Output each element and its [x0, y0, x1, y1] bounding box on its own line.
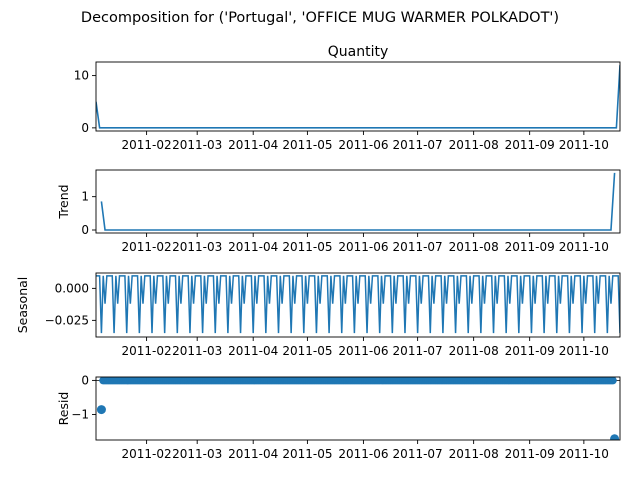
- x-tick-label: 2011-04: [228, 447, 278, 461]
- resid-outlier-point: [96, 405, 106, 415]
- x-tick-label: 2011-03: [172, 138, 222, 152]
- x-tick-label: 2011-08: [449, 240, 499, 254]
- x-tick-label: 2011-06: [338, 138, 388, 152]
- x-tick-label: 2011-02: [122, 240, 172, 254]
- x-tick-label: 2011-03: [172, 344, 222, 358]
- x-tick-label: 2011-08: [449, 138, 499, 152]
- x-tick-label: 2011-10: [559, 138, 609, 152]
- x-tick-label: 2011-06: [338, 240, 388, 254]
- series-line: [96, 65, 620, 129]
- x-tick-label: 2011-10: [559, 240, 609, 254]
- x-tick-label: 2011-10: [559, 447, 609, 461]
- plot-area: [100, 172, 616, 231]
- y-axis-label: Trend: [56, 184, 71, 219]
- x-tick-label: 2011-09: [505, 447, 555, 461]
- y-tick-label: 10: [74, 69, 89, 83]
- x-tick-label: 2011-08: [449, 447, 499, 461]
- y-axis-label: Seasonal: [15, 277, 30, 334]
- panel-4: 0 −1 2011-02 2011-03 2011-04 2011-05 2011-06 20…: [56, 373, 621, 461]
- x-tick-label: 2011-05: [282, 447, 332, 461]
- x-tick-label: 2011-03: [172, 447, 222, 461]
- x-tick-label: 2011-05: [282, 138, 332, 152]
- x-tick-label: 2011-07: [393, 344, 443, 358]
- x-tick-label: 2011-04: [228, 240, 278, 254]
- panel-2: 0 1 2011-02 2011-03 2011-04 2011-05 2011-06 201…: [56, 169, 621, 254]
- y-tick-label: 0: [81, 373, 89, 387]
- plot-area: [96, 275, 620, 334]
- y-tick-label: 0: [81, 223, 89, 237]
- axes-frame: [95, 272, 621, 338]
- x-tick-label: 2011-06: [338, 344, 388, 358]
- series-line: [100, 172, 616, 231]
- panel-title: Quantity: [328, 44, 389, 60]
- x-tick-label: 2011-07: [393, 447, 443, 461]
- figure-suptitle: Decomposition for ('Portugal', 'OFFICE M…: [81, 10, 559, 26]
- x-tick-label: 2011-02: [122, 138, 172, 152]
- x-tick-label: 2011-05: [282, 240, 332, 254]
- x-tick-label: 2011-04: [228, 138, 278, 152]
- y-tick-label: −0.025: [45, 313, 89, 327]
- axes-frame: [95, 61, 621, 132]
- seasonal-line: [96, 275, 620, 334]
- x-tick-label: 2011-06: [338, 447, 388, 461]
- axes-frame: [95, 376, 621, 441]
- x-tick-label: 2011-09: [505, 240, 555, 254]
- x-tick-label: 2011-08: [449, 344, 499, 358]
- x-tick-label: 2011-02: [122, 344, 172, 358]
- plot-area: [96, 65, 620, 129]
- x-tick-label: 2011-02: [122, 447, 172, 461]
- x-tick-label: 2011-05: [282, 344, 332, 358]
- y-tick-label: 0: [81, 121, 89, 135]
- x-tick-label: 2011-04: [228, 344, 278, 358]
- x-tick-label: 2011-07: [393, 240, 443, 254]
- resid-point: [608, 377, 617, 385]
- x-tick-label: 2011-07: [393, 138, 443, 152]
- y-tick-label: 0.000: [55, 281, 89, 295]
- y-axis-label: Resid: [56, 392, 71, 426]
- resid-outlier-point: [610, 434, 620, 440]
- y-tick-label: 1: [81, 190, 89, 204]
- y-tick-label: −1: [71, 407, 89, 421]
- x-tick-label: 2011-09: [505, 138, 555, 152]
- x-tick-label: 2011-03: [172, 240, 222, 254]
- panel-3: 0.000 −0.025 2011-02 2011-03 2011-04 2011-05 2…: [15, 272, 621, 358]
- plot-area: [96, 377, 620, 440]
- axes-frame: [95, 169, 621, 234]
- panel-1: 0 10 2011-02 2011-03 2011-04 2011-05 2011-06 20…: [74, 44, 621, 152]
- x-tick-label: 2011-09: [505, 344, 555, 358]
- x-tick-label: 2011-10: [559, 344, 609, 358]
